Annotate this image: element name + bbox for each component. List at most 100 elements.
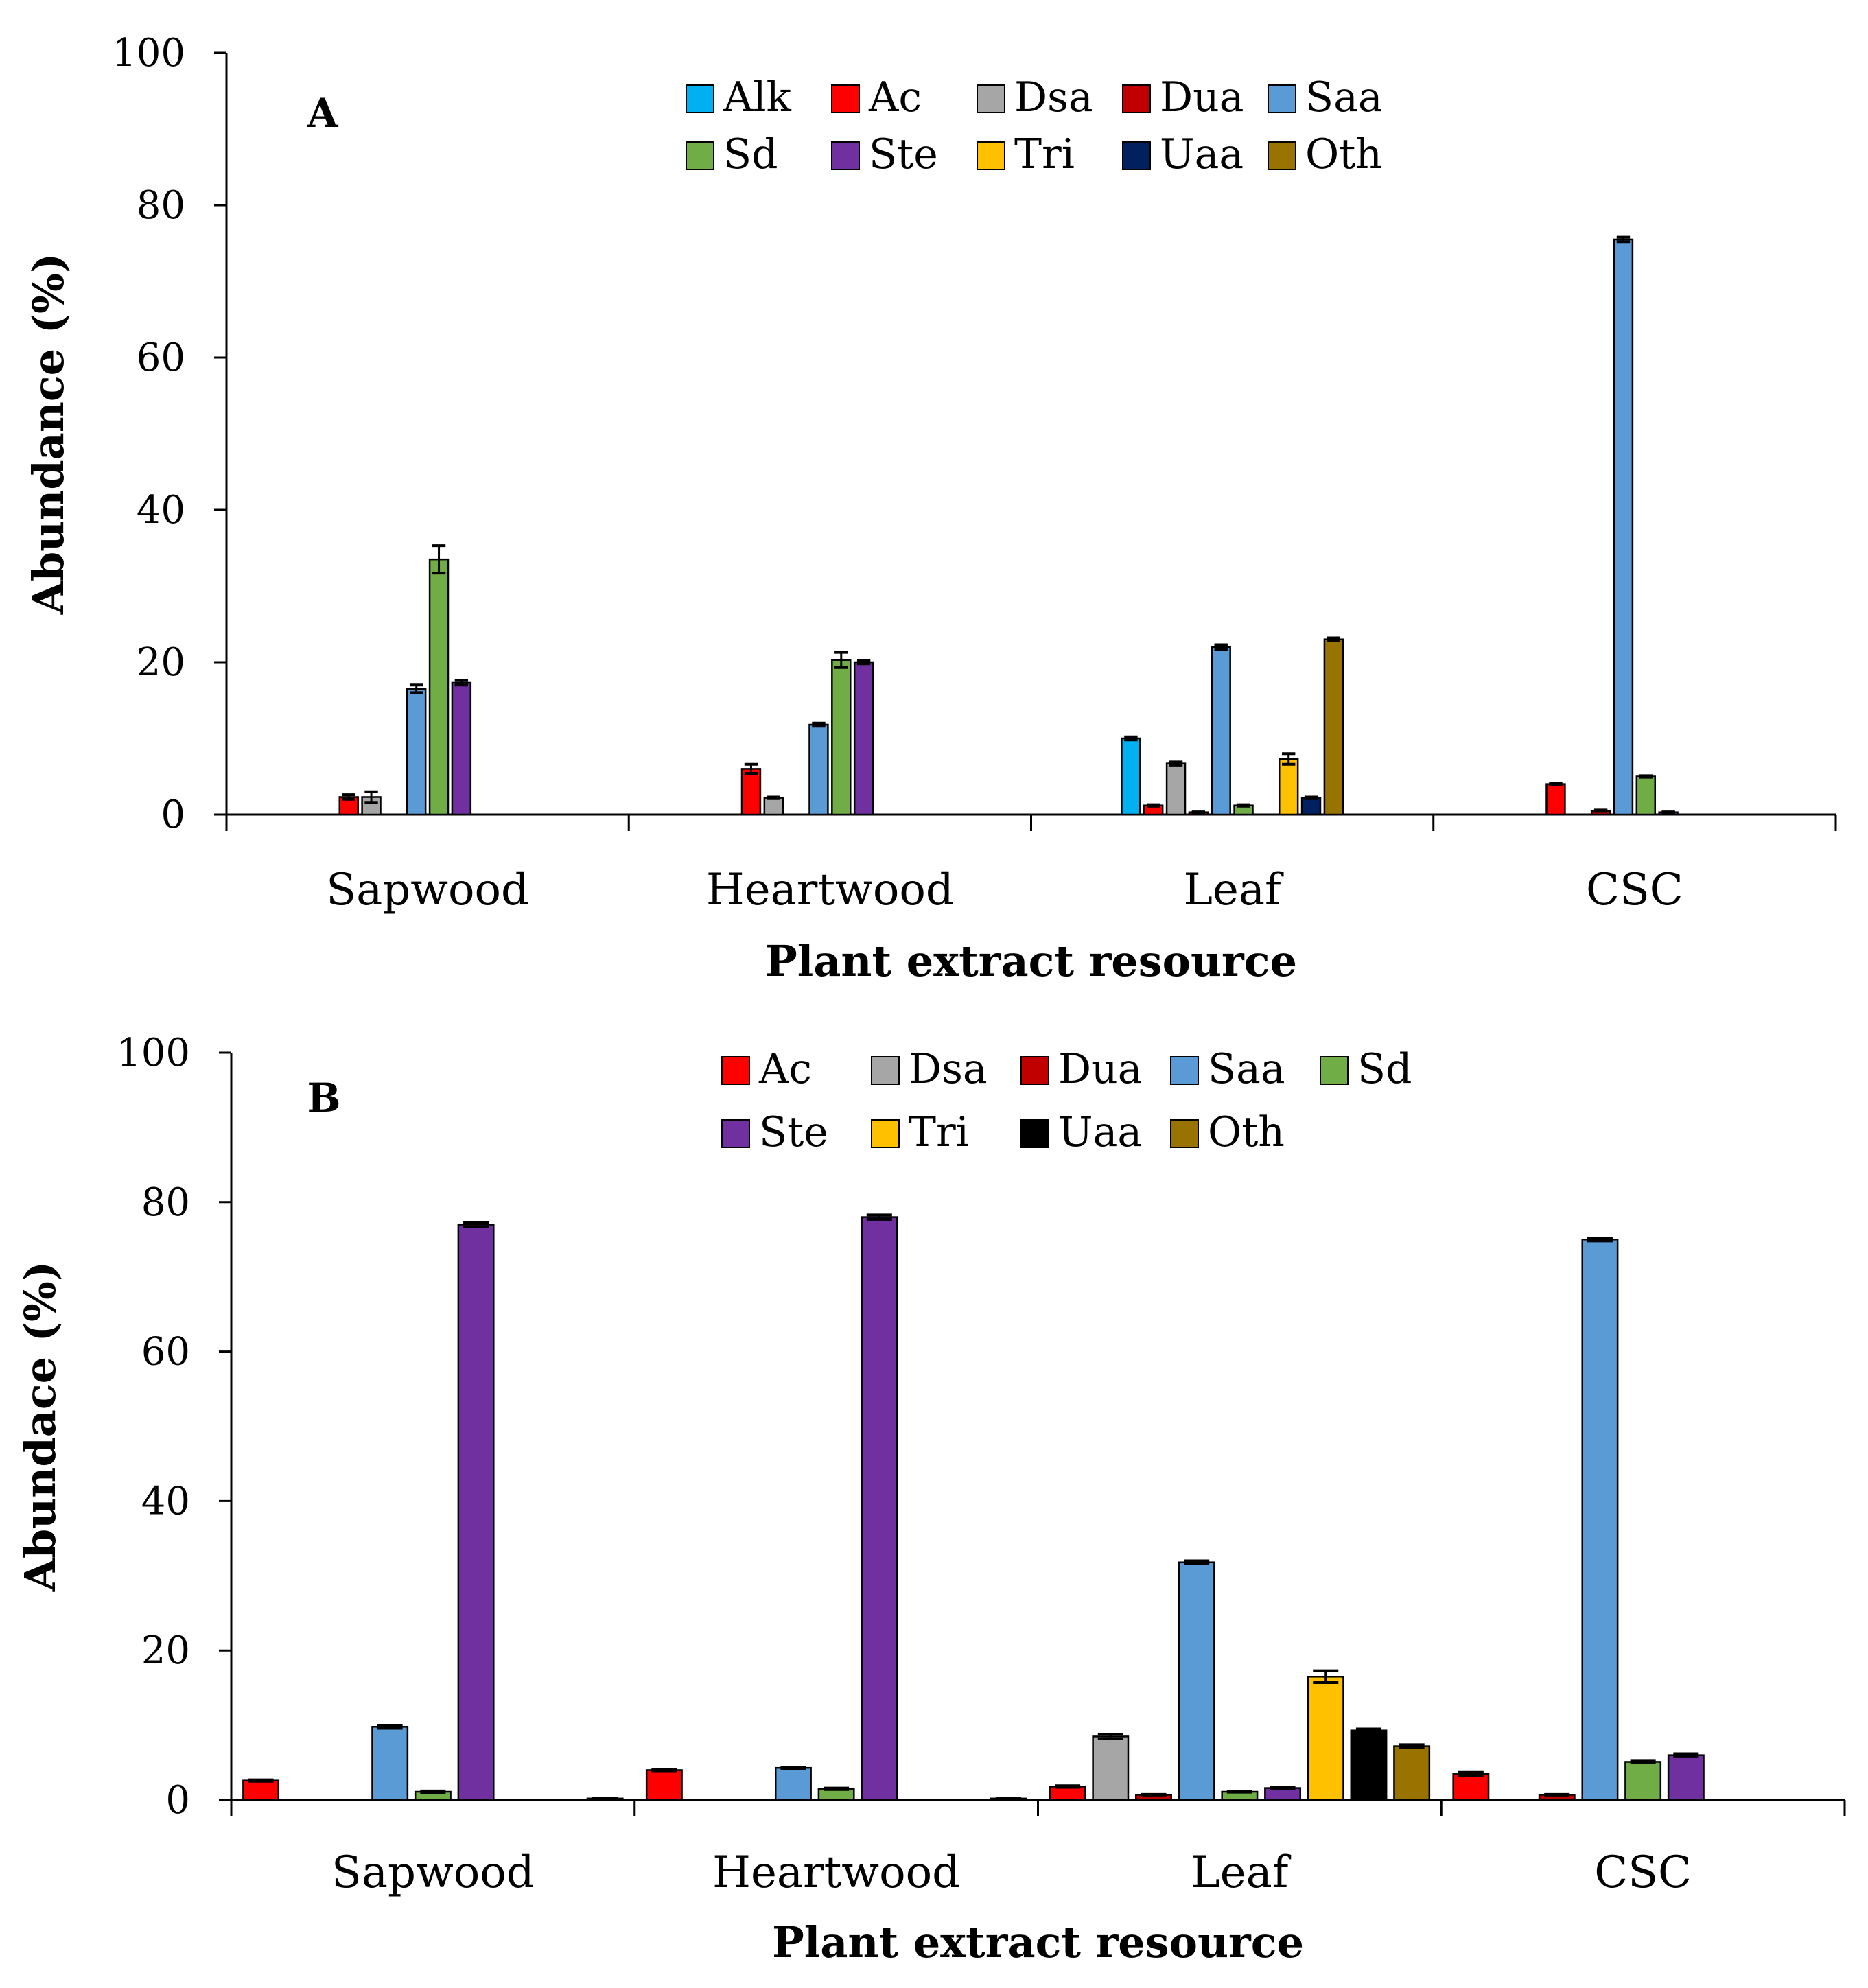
legend-label: Sd bbox=[1357, 1045, 1412, 1093]
legend-label: Dsa bbox=[1014, 73, 1093, 121]
legend-item-dsa: Dsa bbox=[977, 73, 1093, 121]
y-tick-label: 0 bbox=[165, 1778, 190, 1823]
chart-panel-b: 0 20 40 60 80 100 Sapwood Heartwood Leaf CSC B Plan… bbox=[15, 1031, 1846, 1967]
legend-label: Tri bbox=[1014, 130, 1075, 178]
bar-uaa bbox=[1350, 1729, 1388, 1801]
panel-letter: B bbox=[307, 1075, 340, 1121]
x-category-label: Heartwood bbox=[706, 865, 954, 915]
bar-saa bbox=[1211, 646, 1231, 816]
y-tick-label: 80 bbox=[137, 183, 185, 228]
legend-swatch bbox=[686, 84, 714, 113]
legend-item-ste: Ste bbox=[721, 1108, 828, 1156]
y-tick-label: 40 bbox=[141, 1479, 190, 1523]
bar-sd bbox=[1624, 1761, 1662, 1801]
bar-oth bbox=[1323, 638, 1344, 816]
legend-swatch bbox=[1122, 141, 1151, 170]
bar-tri bbox=[1307, 1676, 1344, 1801]
bar-ste bbox=[451, 681, 472, 816]
legend-label: Alk bbox=[723, 73, 792, 121]
x-category-label: Sapwood bbox=[331, 1847, 535, 1898]
legend-item-sd: Sd bbox=[1320, 1045, 1412, 1093]
legend-item-dua: Dua bbox=[1020, 1045, 1143, 1093]
legend-label: Ste bbox=[869, 130, 938, 178]
legend-label: Dua bbox=[1160, 73, 1244, 121]
bar-sd bbox=[428, 558, 450, 816]
bar-saa bbox=[808, 723, 829, 816]
bar-ste bbox=[457, 1224, 495, 1801]
legend: Alk Ac Dsa Dua Saa Sd Ste Tri Uaa Oth bbox=[686, 73, 1383, 178]
y-tick-label: 80 bbox=[141, 1180, 190, 1225]
legend-label: Saa bbox=[1305, 73, 1383, 121]
legend-item-saa: Saa bbox=[1170, 1045, 1285, 1093]
legend-item-ac: Ac bbox=[831, 73, 922, 121]
legend-label: Sd bbox=[723, 130, 778, 178]
y-axis-title: Abundace (%) bbox=[15, 1261, 65, 1593]
x-category-label: CSC bbox=[1586, 865, 1683, 915]
bar-ac bbox=[740, 768, 762, 816]
legend-item-alk: Alk bbox=[686, 73, 792, 121]
y-tick-label: 0 bbox=[161, 793, 185, 837]
bar-saa bbox=[1178, 1561, 1215, 1801]
legend-item-tri: Tri bbox=[977, 130, 1075, 178]
legend-label: Tri bbox=[909, 1108, 969, 1156]
legend-swatch bbox=[1020, 1056, 1049, 1085]
legend-label: Oth bbox=[1305, 130, 1382, 178]
legend-item-ac: Ac bbox=[721, 1045, 812, 1093]
bar-saa bbox=[371, 1726, 409, 1801]
bar-ac bbox=[242, 1779, 280, 1801]
panel-letter: A bbox=[306, 90, 338, 137]
bar-ste bbox=[861, 1216, 898, 1801]
bar-dsa bbox=[1092, 1735, 1130, 1801]
legend-swatch bbox=[1122, 84, 1151, 113]
bar-ac bbox=[1452, 1773, 1490, 1801]
bar-tri bbox=[1278, 758, 1299, 816]
x-axis-title: Plant extract resource bbox=[765, 936, 1297, 986]
y-tick-label: 100 bbox=[112, 31, 185, 75]
legend-swatch bbox=[686, 141, 714, 170]
bar-sd bbox=[831, 659, 852, 816]
legend-item-oth: Oth bbox=[1268, 130, 1382, 178]
legend: Ac Dsa Dua Saa Sd Ste Tri Uaa Oth bbox=[721, 1045, 1412, 1156]
x-category-label: Sapwood bbox=[326, 865, 529, 915]
legend-item-dsa: Dsa bbox=[871, 1045, 988, 1093]
legend-swatch bbox=[977, 84, 1005, 113]
bar-sd bbox=[1635, 775, 1657, 816]
legend-item-uaa: Uaa bbox=[1122, 130, 1244, 178]
bar-saa bbox=[406, 688, 427, 816]
legend-swatch bbox=[721, 1056, 750, 1085]
y-tick-label: 20 bbox=[137, 640, 185, 685]
y-tick-label: 20 bbox=[141, 1628, 190, 1673]
x-category-label: Leaf bbox=[1184, 865, 1285, 915]
legend-label: Oth bbox=[1208, 1108, 1285, 1156]
chart-panel-a: 0 20 40 60 80 100 Sapwood Heartwood Leaf CSC A Plan… bbox=[23, 31, 1837, 986]
x-category-label: Leaf bbox=[1191, 1847, 1292, 1898]
bar-saa bbox=[1581, 1239, 1619, 1801]
legend-label: Saa bbox=[1208, 1045, 1285, 1093]
legend-swatch bbox=[871, 1119, 900, 1148]
bar-alk bbox=[1121, 737, 1141, 816]
legend-item-sd: Sd bbox=[686, 130, 778, 178]
legend-swatch bbox=[871, 1056, 900, 1085]
legend-swatch bbox=[831, 141, 860, 170]
legend-item-ste: Ste bbox=[831, 130, 938, 178]
bar-ac bbox=[1545, 783, 1566, 816]
legend-swatch bbox=[721, 1119, 750, 1148]
legend-swatch bbox=[831, 84, 860, 113]
legend-label: Dua bbox=[1058, 1045, 1143, 1093]
y-tick-label: 60 bbox=[137, 336, 185, 380]
bar-saa bbox=[774, 1766, 812, 1801]
bar-dsa bbox=[1165, 762, 1187, 816]
y-tick-label: 100 bbox=[117, 1031, 190, 1075]
bar-ste bbox=[1667, 1754, 1705, 1801]
y-tick-label: 40 bbox=[137, 488, 185, 533]
legend-label: Dsa bbox=[909, 1045, 988, 1093]
legend-label: Ste bbox=[759, 1108, 828, 1156]
legend-swatch bbox=[1268, 84, 1296, 113]
legend-swatch bbox=[1170, 1056, 1199, 1085]
bar-saa bbox=[1613, 238, 1634, 816]
x-category-label: CSC bbox=[1594, 1847, 1692, 1898]
y-axis-title: Abundance (%) bbox=[23, 253, 73, 616]
legend-label: Ac bbox=[868, 73, 922, 121]
